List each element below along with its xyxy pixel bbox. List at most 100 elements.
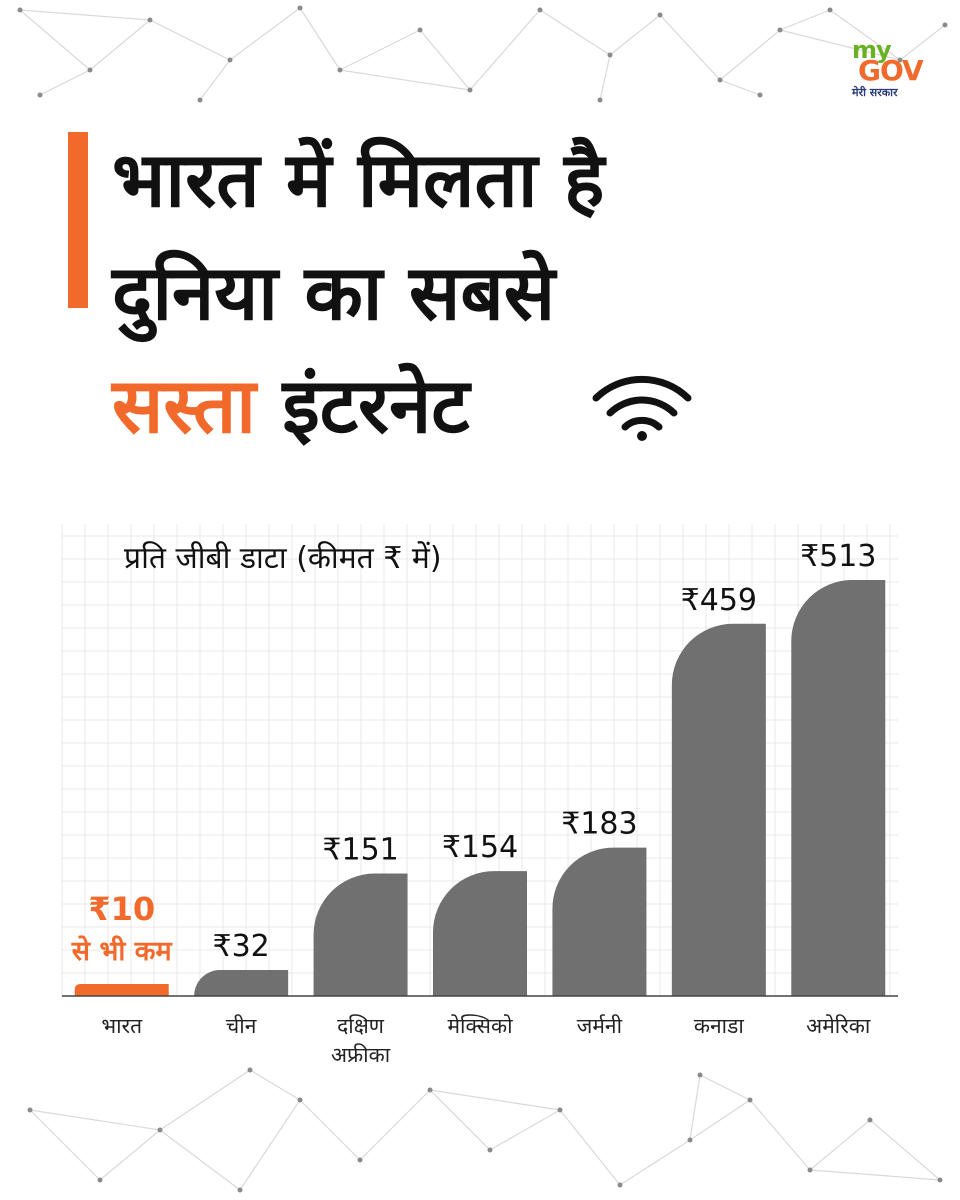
category-label-2: चीन xyxy=(226,1014,257,1038)
network-line xyxy=(829,9,901,61)
network-line xyxy=(159,1129,241,1191)
network-line xyxy=(19,9,91,71)
value-label-2: ₹32 xyxy=(213,929,270,964)
network-line xyxy=(19,9,151,21)
network-line xyxy=(429,1089,561,1111)
network-line xyxy=(39,69,91,96)
bar-3 xyxy=(313,873,408,996)
network-line xyxy=(339,69,471,91)
network-line xyxy=(779,29,901,61)
network-node xyxy=(417,27,423,33)
network-node xyxy=(537,7,543,13)
category-label-1: भारत xyxy=(101,1014,143,1038)
network-line xyxy=(29,1109,101,1181)
network-node xyxy=(747,1097,753,1103)
network-line xyxy=(689,1099,751,1141)
bar-2 xyxy=(194,970,289,996)
category-label-4: मेक्सिको xyxy=(447,1014,513,1038)
network-node xyxy=(27,1107,33,1113)
network-node xyxy=(897,57,903,63)
network-node xyxy=(237,1187,243,1193)
network-line xyxy=(559,1109,621,1186)
category-label-3: अफ्रीका xyxy=(331,1043,391,1067)
category-label-5: जर्मनी xyxy=(577,1014,623,1038)
network-line xyxy=(339,29,421,71)
network-node xyxy=(597,97,603,103)
network-node xyxy=(37,92,43,98)
network-node xyxy=(717,77,723,83)
network-line xyxy=(239,1099,301,1191)
network-node xyxy=(197,97,203,103)
network-node xyxy=(657,12,663,18)
network-node xyxy=(687,1137,693,1143)
network-line xyxy=(719,29,781,81)
network-node xyxy=(867,1117,873,1123)
network-line xyxy=(419,29,471,91)
network-node xyxy=(777,27,783,33)
network-line xyxy=(159,1069,251,1131)
network-line xyxy=(539,9,611,56)
network-line xyxy=(229,7,301,61)
wifi-icon xyxy=(592,375,692,441)
network-node xyxy=(247,1067,253,1073)
headline-line-3: सस्ता इंटरनेट xyxy=(112,368,470,444)
bar-4 xyxy=(433,871,527,996)
category-label-6: कनाडा xyxy=(694,1014,744,1038)
network-line xyxy=(899,24,946,61)
headline-line-2: दुनिया का सबसे xyxy=(112,248,556,337)
category-label-3: दक्षिण xyxy=(337,1014,385,1038)
logo-my: my xyxy=(852,36,892,64)
network-node xyxy=(757,92,763,98)
network-node xyxy=(227,57,233,63)
network-line xyxy=(429,1089,491,1151)
network-node xyxy=(17,7,23,13)
network-node xyxy=(937,1177,943,1183)
network-node xyxy=(297,1097,303,1103)
network-line xyxy=(149,19,231,61)
network-line xyxy=(359,1089,431,1161)
network-node xyxy=(557,1107,563,1113)
value-label-1: ₹10 xyxy=(88,890,155,928)
value-label-6: ₹459 xyxy=(681,583,757,618)
network-line xyxy=(199,59,231,101)
network-node xyxy=(157,1127,163,1133)
network-line xyxy=(699,1074,751,1101)
headline-line-1: भारत में मिलता है xyxy=(112,135,605,224)
value-label-3: ₹151 xyxy=(322,833,398,868)
bar-5 xyxy=(552,847,647,996)
network-node xyxy=(697,1072,703,1078)
price-bar-chart: प्रति जीबी डाटा (कीमत ₹ में) ₹10 से भी कम… xyxy=(61,524,898,1067)
network-node xyxy=(147,17,153,23)
headline-highlight: सस्ता xyxy=(112,361,256,450)
bar-6 xyxy=(671,623,766,996)
value-label-5: ₹183 xyxy=(561,807,637,842)
network-node xyxy=(942,22,948,28)
network-line xyxy=(659,14,721,81)
network-line xyxy=(779,9,831,31)
network-line xyxy=(249,1069,301,1101)
chart-title: प्रति जीबी डाटा (कीमत ₹ में) xyxy=(124,541,442,576)
highlight-note: से भी कम xyxy=(71,935,173,967)
network-node xyxy=(357,1157,363,1163)
network-node xyxy=(297,5,303,11)
bar-7 xyxy=(791,580,886,996)
network-line xyxy=(89,19,151,71)
network-line xyxy=(599,54,611,101)
network-node xyxy=(87,67,93,73)
network-line xyxy=(619,1139,691,1186)
network-node xyxy=(807,1167,813,1173)
network-line xyxy=(29,1109,161,1131)
value-label-7: ₹513 xyxy=(800,539,876,574)
network-line xyxy=(609,14,661,56)
network-node xyxy=(607,52,613,58)
network-line xyxy=(99,1129,161,1181)
network-node xyxy=(337,67,343,73)
network-line xyxy=(719,79,761,96)
network-line xyxy=(869,1119,941,1181)
logo-tagline: मेरी सरकार xyxy=(852,86,898,99)
network-node xyxy=(97,1177,103,1183)
network-line xyxy=(809,1169,941,1181)
headline-accent-bar xyxy=(68,132,88,308)
network-node xyxy=(827,7,833,13)
